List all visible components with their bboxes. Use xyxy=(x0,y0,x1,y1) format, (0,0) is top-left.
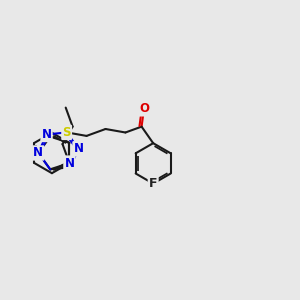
Text: F: F xyxy=(149,177,158,190)
Text: N: N xyxy=(33,146,43,160)
Text: N: N xyxy=(74,142,83,155)
Text: O: O xyxy=(139,102,149,115)
Text: S: S xyxy=(62,126,71,139)
Text: N: N xyxy=(64,157,74,169)
Text: N: N xyxy=(41,128,52,141)
